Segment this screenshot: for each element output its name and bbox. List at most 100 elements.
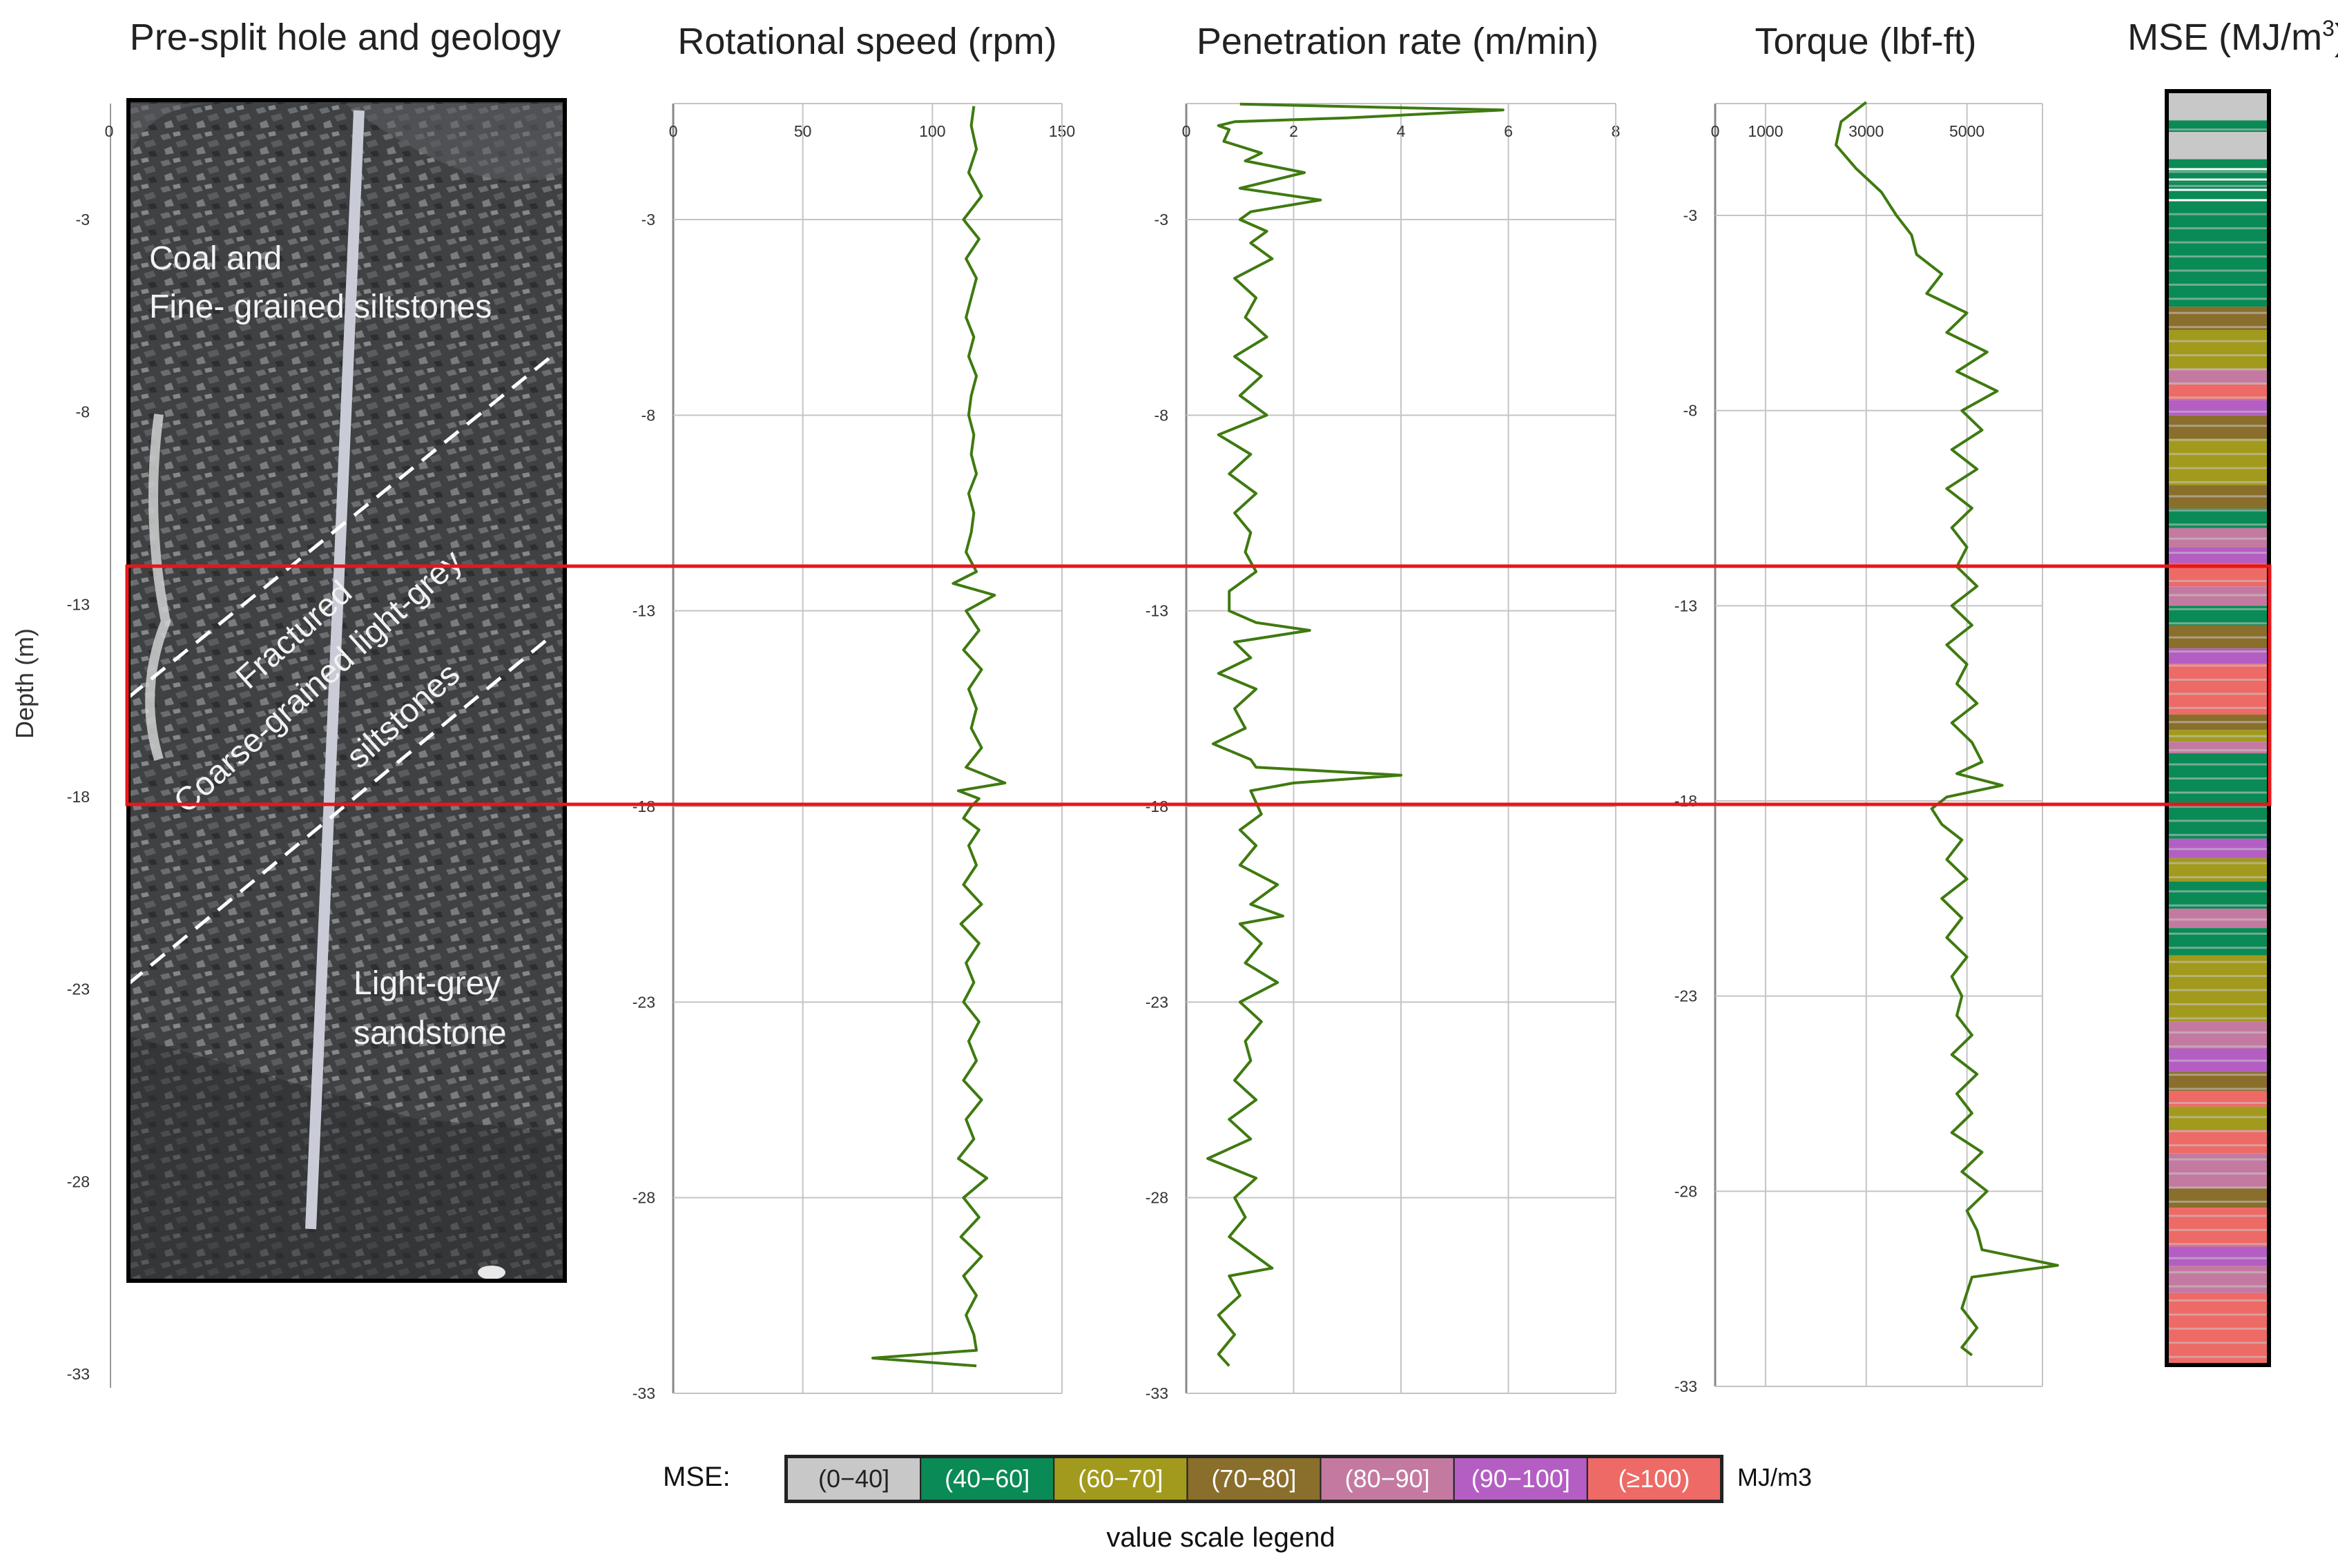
mse-stripe bbox=[2169, 114, 2267, 117]
chart-series-line bbox=[1835, 101, 2059, 1357]
geology-depth-tick: -23 bbox=[67, 980, 90, 998]
chart-x-tick: 0 bbox=[1182, 122, 1191, 140]
mse-stripe bbox=[2169, 269, 2267, 272]
mse-stripe bbox=[2169, 326, 2267, 329]
mse-stripe bbox=[2169, 664, 2267, 667]
mse-stripe bbox=[2169, 1342, 2267, 1344]
mse-stripe bbox=[2169, 227, 2267, 230]
mse-stripe bbox=[2169, 833, 2267, 836]
mse-stripe bbox=[2169, 791, 2267, 794]
chart-x-tick: 5000 bbox=[1949, 122, 1984, 140]
drill-hole-line bbox=[305, 110, 365, 1230]
geology-label-fine-siltstones: Fine- grained siltstones bbox=[149, 289, 492, 325]
legend-swatch-label: (40−60] bbox=[945, 1464, 1030, 1493]
chart-y-tick: -3 bbox=[1683, 206, 1697, 224]
geology-panel: Pre-split hole and geology 0 -3-8-13-18-… bbox=[67, 17, 567, 1388]
chart-y-tick: -28 bbox=[1674, 1182, 1697, 1200]
mse-stripe bbox=[2169, 1285, 2267, 1288]
mse-stripe bbox=[2169, 552, 2267, 554]
geology-depth-tick: -33 bbox=[67, 1365, 90, 1383]
mse-stripe bbox=[2169, 947, 2267, 949]
legend-swatch-label: (70−80] bbox=[1211, 1464, 1296, 1493]
geology-depth-tick: -13 bbox=[67, 595, 90, 613]
mse-stripe bbox=[2169, 862, 2267, 864]
legend-swatch bbox=[1586, 1457, 1722, 1501]
mse-stripe bbox=[2169, 1355, 2267, 1358]
mse-stripe bbox=[2169, 340, 2267, 342]
mse-stripe bbox=[2169, 481, 2267, 483]
mse-stripe bbox=[2169, 241, 2267, 244]
chart-rotational-speed: Rotational speed (rpm)0 50 100 150-3-8-13-1… bbox=[632, 21, 1075, 1402]
mse-stripe bbox=[2169, 777, 2267, 780]
mse-stripe bbox=[2169, 1201, 2267, 1203]
mse-column-panel: MSE (MJ/m3) bbox=[2127, 16, 2338, 1367]
mse-band bbox=[2169, 1188, 2267, 1208]
chart-y-tick: -28 bbox=[1146, 1189, 1168, 1207]
mse-stripe bbox=[2169, 1003, 2267, 1005]
mse-band bbox=[2169, 881, 2267, 909]
mse-stripe bbox=[2169, 396, 2267, 399]
depth-axis-label: Depth (m) bbox=[10, 628, 39, 739]
mse-stripe bbox=[2169, 1116, 2267, 1119]
mse-stripe bbox=[2169, 805, 2267, 808]
mse-stripe bbox=[2169, 1144, 2267, 1147]
marker-spot bbox=[478, 1266, 505, 1279]
legend-swatch bbox=[920, 1457, 1055, 1501]
legend-swatch-label: (90−100] bbox=[1471, 1464, 1570, 1493]
mse-stripe bbox=[2169, 509, 2267, 512]
legend-swatch-label: (0−40] bbox=[818, 1464, 889, 1493]
mse-stripe bbox=[2169, 706, 2267, 709]
chart-y-tick: -33 bbox=[632, 1384, 655, 1402]
mse-stripe bbox=[2169, 311, 2267, 314]
chart-x-tick: 1000 bbox=[1748, 122, 1783, 140]
upper-rock-shading bbox=[128, 104, 565, 182]
chart-y-tick: -13 bbox=[632, 602, 655, 620]
chart-y-tick: -13 bbox=[1674, 597, 1697, 614]
mse-band bbox=[2169, 132, 2267, 159]
chart-y-tick: -23 bbox=[1146, 993, 1168, 1011]
mse-stripe bbox=[2169, 382, 2267, 385]
mse-band bbox=[2169, 664, 2267, 715]
chart-y-tick: -18 bbox=[632, 797, 655, 815]
mse-stripe bbox=[2169, 890, 2267, 893]
mse-band bbox=[2169, 742, 2267, 754]
chart-x-tick: 50 bbox=[794, 122, 812, 140]
mse-stripe bbox=[2169, 721, 2267, 724]
mse-stripe bbox=[2169, 354, 2267, 357]
chart-x-tick: 0 bbox=[1711, 122, 1720, 140]
legend-label: MSE: bbox=[663, 1462, 731, 1492]
mse-stripe bbox=[2169, 594, 2267, 597]
mse-stripe bbox=[2169, 495, 2267, 498]
mse-stripe bbox=[2169, 1257, 2267, 1259]
mse-stripe bbox=[2169, 749, 2267, 752]
mse-band bbox=[2169, 1208, 2267, 1247]
mse-band bbox=[2169, 1266, 2267, 1293]
mse-stripe bbox=[2169, 678, 2267, 681]
mse-stripe bbox=[2169, 650, 2267, 653]
mse-stripe bbox=[2169, 1313, 2267, 1316]
chart-y-tick: -8 bbox=[1154, 406, 1168, 424]
chart-title: Rotational speed (rpm) bbox=[677, 21, 1056, 62]
chart-y-tick: -33 bbox=[1146, 1384, 1168, 1402]
highlight-zone-box bbox=[125, 564, 2272, 806]
mse-stripe bbox=[2169, 425, 2267, 427]
chart-y-tick: -8 bbox=[1683, 402, 1697, 420]
geology-label-light-grey: Light-grey bbox=[354, 965, 501, 1002]
mse-stripe bbox=[2169, 100, 2267, 103]
chart-x-tick: 3000 bbox=[1848, 122, 1884, 140]
mse-band bbox=[2169, 909, 2267, 929]
chart-penetration-rate: Penetration rate (m/min)02468-3-8-13-18-… bbox=[1146, 21, 1621, 1402]
chart-series-line bbox=[871, 106, 1007, 1368]
mse-column-title: MSE (MJ/m3) bbox=[2127, 16, 2338, 58]
mse-stripe bbox=[2169, 283, 2267, 286]
geology-depth-ticks: -3 -8 -13 -18 -23 -28 -33 bbox=[67, 211, 90, 1383]
chart-y-tick: -28 bbox=[632, 1189, 655, 1207]
mse-stripe bbox=[2169, 1074, 2267, 1076]
mse-band bbox=[2169, 1021, 2267, 1049]
mse-stripe bbox=[2169, 368, 2267, 371]
mse-stripe bbox=[2169, 1158, 2267, 1161]
boundary-dashed-line-2 bbox=[128, 634, 554, 985]
geology-overlays bbox=[128, 104, 565, 1281]
mse-band bbox=[2169, 547, 2267, 563]
lower-rock-shading bbox=[128, 1036, 565, 1281]
